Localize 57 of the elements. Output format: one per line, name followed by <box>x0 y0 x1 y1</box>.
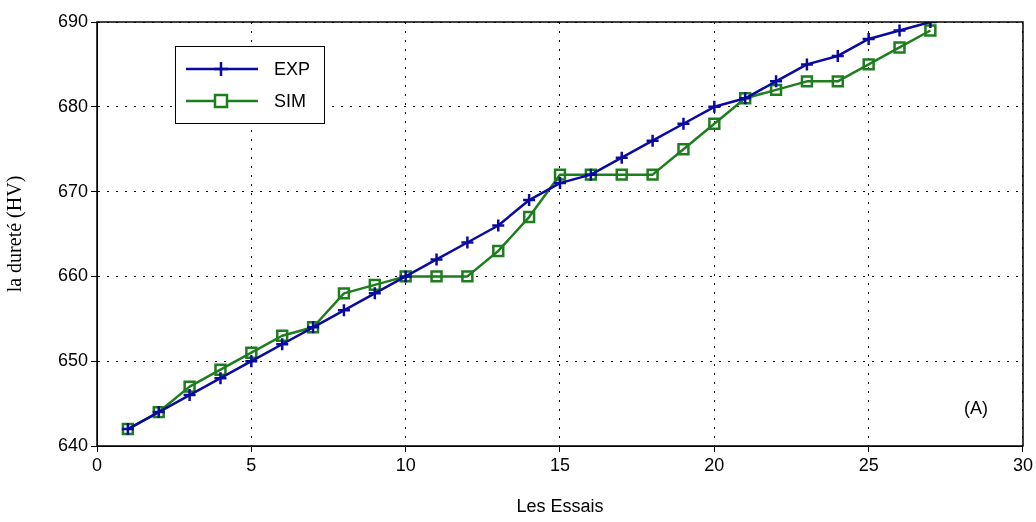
point <box>892 23 907 38</box>
point <box>768 74 784 89</box>
point <box>492 244 505 258</box>
point <box>830 48 846 64</box>
point <box>214 363 227 376</box>
point <box>491 218 506 233</box>
point <box>800 75 814 88</box>
point <box>799 57 815 72</box>
legend-label: SIM <box>274 90 307 112</box>
point <box>522 210 536 224</box>
point <box>553 168 567 181</box>
x-tick-label: 20 <box>704 454 725 475</box>
point <box>244 353 259 369</box>
point <box>274 336 290 352</box>
point <box>336 303 352 318</box>
point <box>677 143 690 156</box>
point <box>460 235 475 250</box>
x-tick-label: 30 <box>1012 454 1033 475</box>
point <box>461 270 474 283</box>
x-tick-label: 10 <box>395 454 416 475</box>
point <box>213 370 228 386</box>
legend-label: EXP <box>274 58 311 80</box>
y-axis-title: la dureté (HV) <box>3 175 27 293</box>
point <box>676 116 691 132</box>
x-tick-label: 15 <box>549 454 571 475</box>
point <box>182 387 197 403</box>
point <box>615 168 628 181</box>
point <box>183 380 196 393</box>
annotation: (A) <box>963 397 988 418</box>
point <box>893 41 906 54</box>
point <box>276 329 289 342</box>
point <box>708 117 721 130</box>
point <box>646 168 659 181</box>
point <box>862 58 875 71</box>
point <box>430 270 443 283</box>
point <box>521 192 537 208</box>
point <box>861 31 876 47</box>
point <box>367 286 383 301</box>
point <box>429 252 444 267</box>
y-tick-label: 670 <box>57 180 88 201</box>
y-tick-label: 640 <box>57 434 88 455</box>
x-tick-label: 0 <box>91 454 103 475</box>
point <box>831 75 844 88</box>
y-tick-label: 650 <box>57 350 88 371</box>
point <box>645 133 660 148</box>
x-axis-title: Les Essais <box>516 496 604 517</box>
y-tick-label: 660 <box>57 265 88 286</box>
x-tick-label: 25 <box>858 454 879 475</box>
point <box>924 24 937 37</box>
point <box>337 287 351 300</box>
y-tick-label: 690 <box>57 10 88 31</box>
x-tick-label: 5 <box>246 454 257 475</box>
y-tick-label: 680 <box>57 95 88 116</box>
point <box>552 175 568 191</box>
point <box>614 150 629 165</box>
point <box>707 99 722 115</box>
point <box>368 278 381 292</box>
